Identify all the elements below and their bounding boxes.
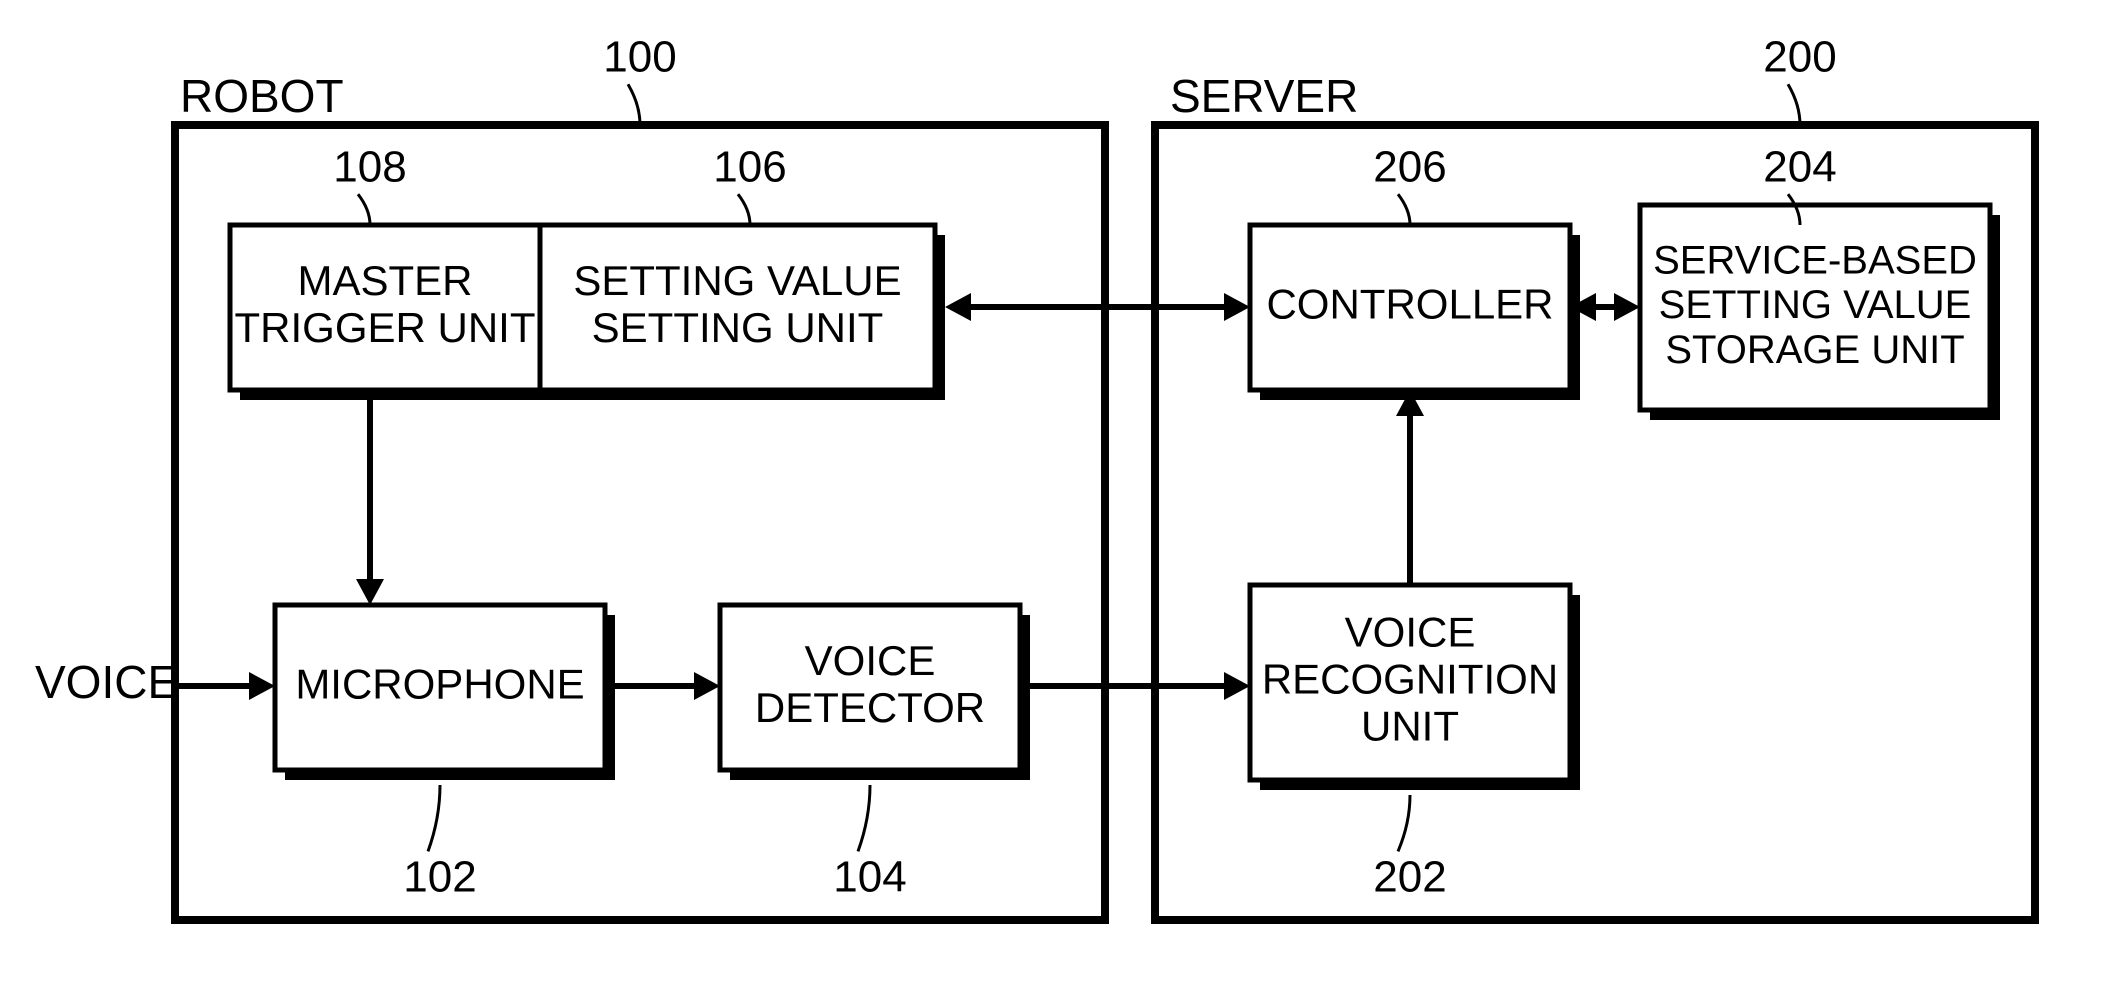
voice-recognition-label-2: UNIT (1361, 703, 1459, 750)
ref-206: 206 (1373, 143, 1446, 192)
ref-tick-104 (858, 785, 870, 851)
microphone-label-0: MICROPHONE (295, 661, 584, 708)
ref-tick-206 (1398, 194, 1410, 225)
voice-detector-label-0: VOICE (805, 637, 936, 684)
voice-input-label: VOICE (35, 656, 178, 708)
arrowhead-voice-to-mic-end (249, 672, 275, 700)
voice-recognition-label-0: VOICE (1345, 609, 1476, 656)
ref-108: 108 (333, 143, 406, 192)
robot-title: ROBOT (180, 70, 344, 122)
ref-tick-200 (1788, 84, 1800, 125)
ref-tick-108 (358, 194, 370, 225)
controller-label-0: CONTROLLER (1266, 281, 1553, 328)
arrowhead-detector-to-vru-end (1224, 672, 1250, 700)
ref-tick-102 (428, 785, 440, 851)
arrowhead-controller-storage-end (1614, 293, 1640, 321)
arrowhead-setting-controller-end (1224, 293, 1250, 321)
service-storage-label-1: SETTING VALUE (1659, 283, 1972, 327)
ref-tick-202 (1398, 795, 1410, 851)
ref-102: 102 (403, 853, 476, 902)
ref-202: 202 (1373, 853, 1446, 902)
ref-200: 200 (1763, 33, 1836, 82)
arrowhead-mic-to-detector-end (694, 672, 720, 700)
setting-value-unit-label-0: SETTING VALUE (573, 257, 901, 304)
arrowhead-trigger-to-mic-end (356, 579, 384, 605)
ref-tick-106 (738, 194, 750, 225)
arrowhead-setting-controller-start (945, 293, 971, 321)
voice-detector-label-1: DETECTOR (755, 684, 985, 731)
service-storage-label-2: STORAGE UNIT (1665, 328, 1964, 372)
server-title: SERVER (1170, 70, 1358, 122)
ref-204: 204 (1763, 143, 1836, 192)
ref-tick-100 (628, 84, 640, 125)
ref-104: 104 (833, 853, 906, 902)
ref-100: 100 (603, 33, 676, 82)
voice-recognition-label-1: RECOGNITION (1262, 656, 1558, 703)
setting-value-unit-label-1: SETTING UNIT (592, 304, 884, 351)
master-trigger-label-0: MASTER (297, 257, 472, 304)
service-storage-label-0: SERVICE-BASED (1653, 238, 1977, 282)
ref-106: 106 (713, 143, 786, 192)
master-trigger-label-1: TRIGGER UNIT (235, 304, 536, 351)
